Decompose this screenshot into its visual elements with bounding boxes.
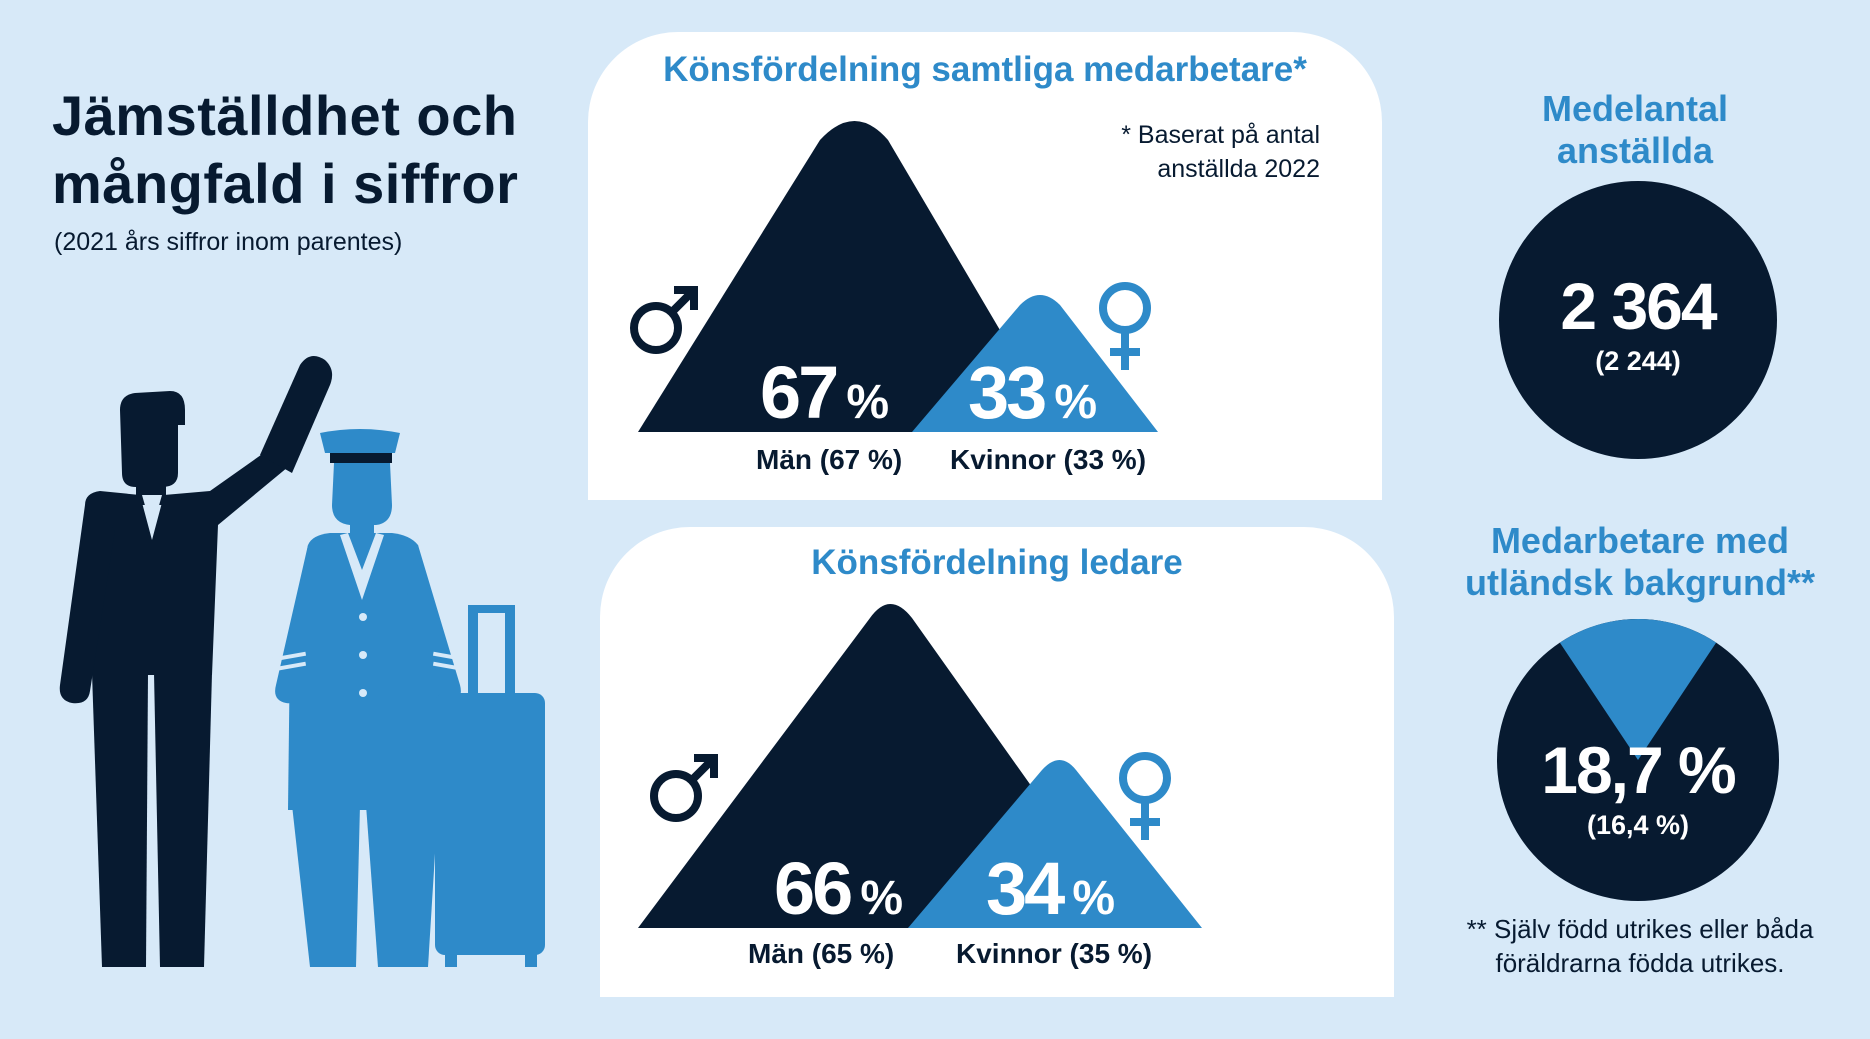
female-symbol-icon bbox=[1119, 752, 1171, 840]
footnote-line: föräldrarna födda utrikes. bbox=[1495, 948, 1785, 978]
title-line: utländsk bakgrund** bbox=[1464, 562, 1816, 603]
unit: % bbox=[860, 872, 903, 925]
unit: % bbox=[1072, 872, 1115, 925]
men-caption: Män (65 %) bbox=[748, 938, 895, 969]
men-value: 67 bbox=[760, 351, 839, 434]
employees-title: Medelantal anställda bbox=[1430, 88, 1840, 172]
employees-value: 2 364 bbox=[1560, 269, 1717, 343]
title-line: Medelantal bbox=[1541, 88, 1729, 129]
man-and-pilot-with-suitcase-illustration bbox=[59, 356, 545, 967]
page-title: Jämställdhet och mångfald i siffror bbox=[52, 84, 519, 215]
male-symbol-icon bbox=[630, 286, 698, 354]
employees-circle bbox=[1499, 181, 1777, 459]
gender-leaders-chart bbox=[638, 604, 1202, 928]
women-caption: Kvinnor (33 %) bbox=[950, 444, 1147, 475]
man-figure-icon bbox=[59, 356, 333, 967]
foreign-title: Medarbetare med utländsk bakgrund** bbox=[1430, 520, 1850, 604]
men-triangle bbox=[638, 121, 1060, 432]
employees-previous: (2 244) bbox=[1595, 346, 1681, 376]
page-subtitle: (2021 års siffror inom parentes) bbox=[54, 228, 403, 256]
male-symbol-icon bbox=[650, 754, 718, 822]
unit: % bbox=[846, 376, 889, 429]
note-line: anställda 2022 bbox=[1157, 155, 1320, 183]
suitcase-icon bbox=[435, 605, 545, 967]
women-value: 34 bbox=[986, 847, 1065, 930]
female-symbol-icon bbox=[1099, 282, 1151, 370]
men-value: 66 bbox=[774, 847, 853, 930]
title-line: anställda bbox=[1556, 130, 1714, 171]
foreign-previous: (16,4 %) bbox=[1586, 810, 1690, 840]
unit: % bbox=[1054, 376, 1097, 429]
note-line: * Baserat på antal bbox=[1121, 121, 1320, 149]
gender-leaders-title: Könsfördelning ledare bbox=[811, 543, 1183, 582]
women-triangle bbox=[912, 295, 1158, 432]
gender-all-chart bbox=[638, 121, 1158, 432]
foreign-footnote: ** Själv född utrikes eller båda föräldr… bbox=[1430, 912, 1850, 980]
women-percent: 34% bbox=[986, 846, 1115, 931]
foreign-value: 18,7 % bbox=[1541, 733, 1736, 807]
pilot-figure-icon bbox=[267, 429, 472, 967]
women-percent: 33% bbox=[968, 350, 1097, 435]
women-caption: Kvinnor (35 %) bbox=[956, 938, 1153, 969]
men-percent: 66% bbox=[774, 846, 903, 931]
men-percent: 67% bbox=[760, 350, 889, 435]
men-caption: Män (67 %) bbox=[756, 444, 903, 475]
gender-all-title: Könsfördelning samtliga medarbetare* bbox=[663, 50, 1307, 89]
women-triangle bbox=[908, 760, 1202, 928]
gender-all-note: * Baserat på antal anställda 2022 bbox=[1000, 118, 1320, 186]
footnote-line: ** Själv född utrikes eller båda bbox=[1466, 914, 1814, 944]
title-line: Medarbetare med bbox=[1490, 520, 1790, 561]
foreign-pie-chart bbox=[1497, 619, 1779, 901]
pie-slice-foreign bbox=[1559, 619, 1717, 760]
women-value: 33 bbox=[968, 351, 1047, 434]
